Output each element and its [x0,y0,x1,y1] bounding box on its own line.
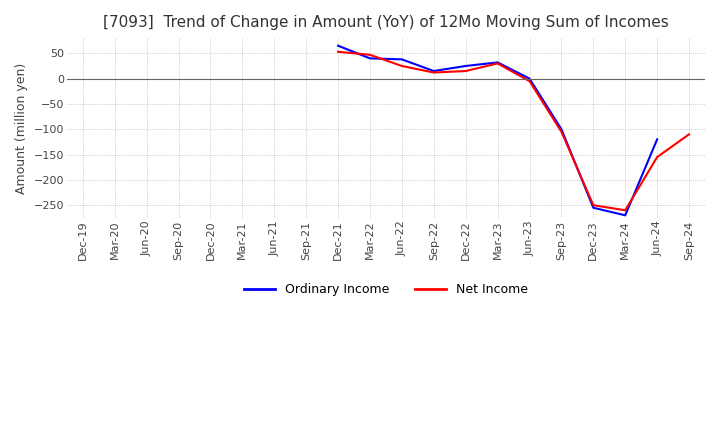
Ordinary Income [366,56,374,61]
Line: Net Income: Net Income [338,52,689,210]
Net Income [462,68,470,73]
Ordinary Income [493,60,502,65]
Legend: Ordinary Income, Net Income: Ordinary Income, Net Income [239,279,533,301]
Net Income [525,78,534,84]
Ordinary Income [397,57,406,62]
Net Income [429,70,438,75]
Line: Ordinary Income: Ordinary Income [338,46,657,215]
Net Income [685,132,693,137]
Ordinary Income [621,213,629,218]
Ordinary Income [653,137,662,142]
Net Income [653,154,662,160]
Ordinary Income [557,127,566,132]
Ordinary Income [334,43,343,48]
Ordinary Income [462,63,470,69]
Title: [7093]  Trend of Change in Amount (YoY) of 12Mo Moving Sum of Incomes: [7093] Trend of Change in Amount (YoY) o… [103,15,669,30]
Net Income [589,202,598,208]
Net Income [334,49,343,55]
Net Income [621,208,629,213]
Net Income [557,129,566,134]
Net Income [493,61,502,66]
Ordinary Income [525,76,534,81]
Ordinary Income [589,205,598,210]
Ordinary Income [429,68,438,73]
Net Income [397,63,406,69]
Y-axis label: Amount (million yen): Amount (million yen) [15,62,28,194]
Net Income [366,52,374,58]
